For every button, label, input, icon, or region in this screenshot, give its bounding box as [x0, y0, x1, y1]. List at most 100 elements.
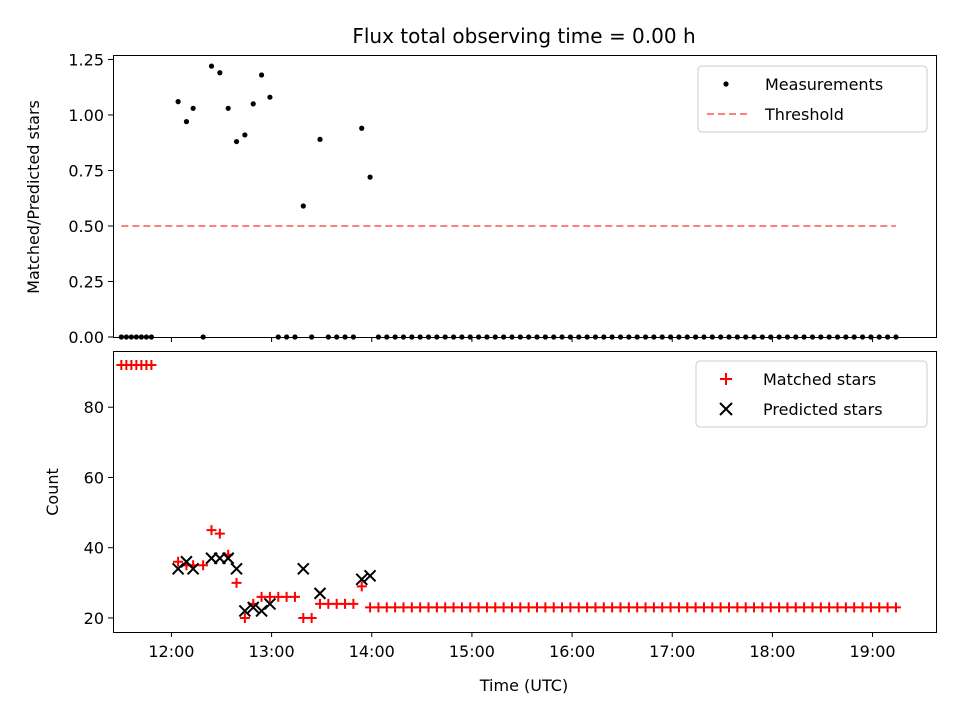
matched-stars-point [590, 602, 601, 613]
matched-stars-point [490, 602, 501, 613]
matched-stars-point [882, 602, 893, 613]
matched-stars-point [765, 602, 776, 613]
legend-matched-marker [720, 373, 732, 385]
matched-stars-point [315, 598, 326, 609]
matched-stars-point [874, 602, 885, 613]
bottom-x-axis-label: Time (UTC) [479, 676, 568, 695]
top-legend-box [697, 65, 928, 133]
matched-stars-point [573, 602, 584, 613]
bottom-legend: Matched stars Predicted stars [695, 360, 928, 428]
matched-stars-point [206, 525, 217, 536]
matched-stars-point [615, 602, 626, 613]
predicted-stars-point [247, 601, 260, 614]
matched-stars-point [715, 602, 726, 613]
chart-title: Flux total observing time = 0.00 h [352, 24, 695, 48]
matched-stars-point [565, 602, 576, 613]
matched-stars-point [840, 602, 851, 613]
matched-stars-point [682, 602, 693, 613]
x-tick-label: 13:00 [249, 642, 295, 661]
x-tick-label: 15:00 [449, 642, 495, 661]
y-tick-label: 40 [84, 539, 104, 558]
matched-stars-point [657, 602, 668, 613]
top-y-axis-label: Matched/Predicted stars [24, 100, 43, 294]
matched-stars-point [456, 602, 467, 613]
matched-stars-point [832, 602, 843, 613]
matched-stars-point [356, 581, 367, 592]
matched-stars-point [506, 602, 517, 613]
x-tick-label: 18:00 [749, 642, 795, 661]
y-tick-label: 60 [84, 468, 104, 487]
measurements-point [359, 125, 365, 131]
measurements-point [300, 203, 306, 209]
bottom-panel: 12:00 13:00 14:00 15:00 16:00 17:00 18:00 19:00… [43, 351, 937, 695]
matched-stars-point [582, 602, 593, 613]
matched-stars-point [465, 602, 476, 613]
matched-stars-point [890, 602, 901, 613]
matched-stars-point [348, 598, 359, 609]
top-panel: 0.00 0.25 0.50 0.75 1.00 1.25 Matched/Predict… [24, 50, 937, 347]
matched-stars-point [632, 602, 643, 613]
predicted-stars-point [297, 562, 310, 575]
matched-stars-point [390, 602, 401, 613]
matched-stars-point [146, 360, 157, 371]
matched-stars-point [273, 591, 284, 602]
predicted-stars-point [363, 569, 377, 583]
matched-stars-point [198, 560, 209, 571]
predicted-stars-point [221, 552, 235, 565]
matched-stars-point [306, 612, 317, 623]
y-tick-label: 1.00 [68, 106, 104, 125]
matched-stars-point [440, 602, 451, 613]
matched-stars-point [473, 602, 484, 613]
matched-stars-point [281, 591, 292, 602]
x-tick-label: 17:00 [649, 642, 695, 661]
matched-stars-point [732, 602, 743, 613]
matched-stars-point [790, 602, 801, 613]
matched-stars-point [231, 577, 242, 588]
y-tick-label: 0.75 [68, 161, 104, 180]
matched-stars-point [289, 591, 300, 602]
predicted-stars-point [313, 587, 327, 600]
measurements-point [208, 63, 215, 69]
y-tick-label: 0.25 [68, 272, 104, 291]
bottom-axes-frame [113, 351, 937, 633]
legend-predicted-label: Predicted stars [763, 400, 883, 419]
y-tick-label: 1.25 [68, 50, 104, 69]
top-plot-area [118, 63, 899, 340]
measurements-point [250, 101, 256, 107]
measurements-point [367, 174, 373, 180]
matched-stars-point [298, 612, 309, 623]
matched-stars-point [214, 528, 225, 539]
matched-stars-point [398, 602, 409, 613]
bottom-plot-area [116, 360, 901, 623]
legend-threshold-label: Threshold [764, 105, 844, 124]
matched-stars-point [774, 602, 785, 613]
top-axes-frame [113, 55, 937, 338]
measurements-point [258, 72, 265, 78]
matched-stars-point [173, 556, 184, 567]
bottom-axes-ticks: 12:00 13:00 14:00 15:00 16:00 17:00 18:00 19:00… [84, 398, 896, 661]
x-tick-label: 19:00 [850, 642, 896, 661]
matched-stars-point [824, 602, 835, 613]
matched-stars-point [807, 602, 818, 613]
legend-measurements-label: Measurements [765, 75, 883, 94]
x-tick-label: 14:00 [349, 642, 395, 661]
legend-matched-label: Matched stars [763, 370, 876, 389]
measurements-point [317, 136, 323, 142]
matched-stars-point [331, 598, 342, 609]
measurements-point [190, 105, 196, 111]
matched-stars-point [673, 602, 684, 613]
matched-stars-point [365, 602, 376, 613]
matched-stars-point [548, 602, 559, 613]
matched-stars-point [690, 602, 701, 613]
matched-stars-point [323, 598, 334, 609]
matched-stars-point [239, 612, 250, 623]
matched-stars-point [481, 602, 492, 613]
y-tick-label: 0.00 [68, 328, 104, 347]
measurements-point [267, 94, 273, 100]
matched-stars-point [782, 602, 793, 613]
matched-stars-point [648, 602, 659, 613]
matched-stars-point [723, 602, 734, 613]
matched-stars-point [540, 602, 551, 613]
matched-stars-point [532, 602, 543, 613]
matched-stars-point [423, 602, 434, 613]
